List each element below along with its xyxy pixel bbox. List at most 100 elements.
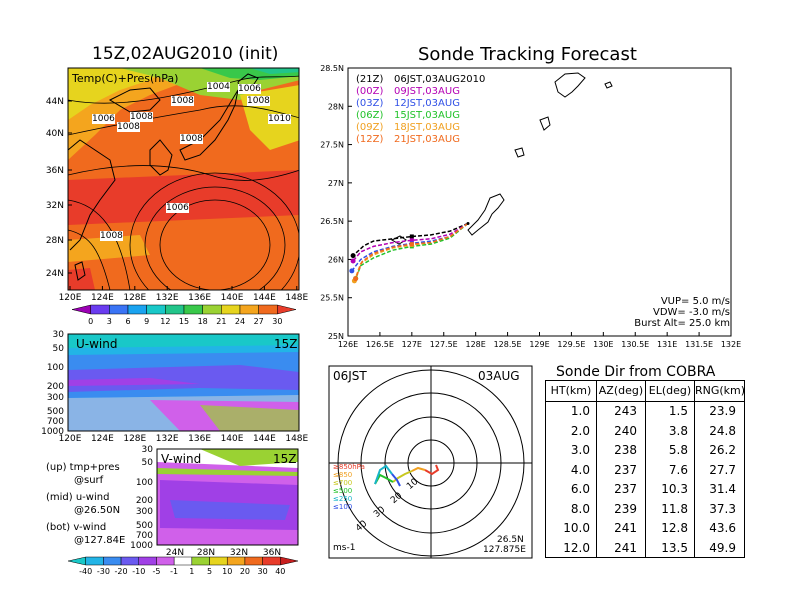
cobra-cell: 237 [614,462,637,477]
tracking-lon-label: 131E [657,340,677,349]
v-wind-y-label: 700 [136,531,153,541]
cobra-header: RNG(km) [695,384,746,397]
tracking-lon-label: 129.5E [557,340,585,349]
legend-text: 21JST,03AUG [394,134,460,145]
u-wind-x-label: 144E [253,434,276,444]
sonde-track [355,222,469,279]
map-lon-label: 136E [188,293,211,303]
wind-colorbar-label: 10 [222,567,232,576]
u-wind-y-label: 30 [53,330,65,340]
v-wind-y-label: 50 [142,458,154,468]
wind-colorbar-swatch [226,556,246,566]
u-wind-x-label: 148E [285,434,308,444]
v-wind-y-label: 1000 [130,541,153,551]
wind-colorbar-label: 30 [258,567,268,576]
sonde-track [354,222,469,279]
tracking-lon-label: 130E [593,340,613,349]
u-wind-y-label: 200 [47,382,64,392]
colorbar-swatch [146,304,166,315]
v-wind-x-ticks: 24N 28N 32N 36N [166,548,281,558]
polar-lat: 26.5N [497,535,524,545]
wind-colorbar-swatch [103,556,122,566]
v-wind-x-label: 24N [166,548,184,558]
cobra-cell: 37.3 [709,501,736,516]
map-lat-label: 28N [46,236,64,246]
tracking-lon-label: 126E [338,340,358,349]
cobra-col-az: 243 240 238 237 237 239 241 241 [597,402,646,558]
wind-colorbar-label: -30 [97,567,110,576]
map-title: 15Z,02AUG2010 (init) [92,44,279,64]
tracking-lat-label: 27N [328,179,344,188]
isobar-label: 1008 [180,134,203,144]
cobra-col-rng: 23.9 24.8 26.2 27.7 31.4 37.3 43.6 49.9 [695,402,744,558]
wind-colorbar-label: 1 [189,567,194,576]
u-wind-y-label: 700 [47,417,64,427]
tracking-lon-label: 127E [402,340,422,349]
wind-colorbar-swatch [209,556,228,566]
isobar-label: 1008 [117,122,140,132]
u-wind-x-label: 136E [188,434,211,444]
legend-code: (00Z) [356,86,383,97]
tracking-lon-label: 128.5E [494,340,522,349]
cobra-table: HT(km) AZ(deg) EL(deg) RNG(km) 1.0 2.0 3.0… [545,380,745,558]
level-label: ≥850hPa [333,463,365,471]
tracking-lat-label: 25.5N [320,294,344,303]
u-wind-x-label: 140E [221,434,244,444]
tracking-lat-label: 27.5N [320,141,344,150]
tracking-lat-label: 25N [328,332,344,341]
colorbar-label: 15 [179,317,189,326]
note-top-line2: @surf [74,475,104,486]
colorbar-swatch [202,304,222,315]
level-label: ≤100 [333,503,353,511]
param-vdw: VDW= -3.0 m/s [652,307,730,318]
param-vup: VUP= 5.0 m/s [660,296,730,307]
wind-colorbar-label: -20 [115,567,128,576]
wind-colorbar-swatch [262,556,281,566]
launch-point [466,221,470,225]
tracking-legend: (21Z) 06JST,03AUG2010 (00Z) 09JST,03AUG (03Z… [356,74,485,145]
v-wind-y-label: 100 [136,478,153,488]
sonde-track [352,222,469,257]
tracking-lon-ticks: 126E 126.5E 127E 127.5E 128E 128.5E 129E 129.5E… [338,332,741,349]
v-wind-x-label: 32N [230,548,248,558]
wind-colorbar-swatch [173,556,193,566]
track-marker [409,238,414,243]
wind-colorbar: -40 -30 -20 -10 -5 -1 1 5 10 20 30 40 [67,556,299,576]
cobra-cell: 241 [614,521,637,535]
map-lon-ticks: 120E 124E 128E 132E 136E 140E 144E 148E [59,286,309,303]
cobra-cell: 238 [614,443,637,457]
colorbar-label: 30 [272,317,282,326]
cobra-cell: 3.0 [570,443,590,457]
colorbar-label: 3 [107,317,112,326]
track-marker [409,242,414,247]
wind-colorbar-label: 20 [240,567,250,576]
wind-colorbar-label: -1 [170,567,178,576]
wind-colorbar-label: -10 [132,567,145,576]
colorbar-swatch [239,304,259,315]
legend-code: (03Z) [356,98,383,109]
cobra-cell: 6.0 [570,482,590,496]
u-wind-x-label: 128E [123,434,146,444]
legend-code: (21Z) [356,74,383,85]
map-lat-label: 24N [46,269,64,279]
isobar-label: 1008 [247,96,270,106]
legend-text: 06JST,03AUG2010 [394,74,485,85]
cobra-cell: 239 [614,501,637,516]
track-endpoint [350,253,356,259]
cobra-cell: 1.0 [570,404,590,418]
map-lat-label: 36N [46,166,64,176]
cobra-title: Sonde Dir from COBRA [556,364,716,380]
cobra-cell: 12.8 [661,521,688,535]
u-wind-label: U-wind [76,337,118,351]
u-wind-x-ticks: 120E 124E 128E 132E 136E 140E 144E 148E [59,434,309,444]
u-wind-y-label: 1000 [41,427,64,437]
cobra-cell: 31.4 [709,482,736,496]
tracking-lon-label: 130.5E [621,340,649,349]
cobra-cell: 240 [614,423,637,438]
legend-text: 15JST,03AUG [394,110,460,121]
u-wind-x-label: 124E [91,434,114,444]
legend-text: 09JST,03AUG [394,86,460,97]
u-wind-x-label: 132E [156,434,179,444]
cobra-cell: 3.8 [668,423,688,438]
